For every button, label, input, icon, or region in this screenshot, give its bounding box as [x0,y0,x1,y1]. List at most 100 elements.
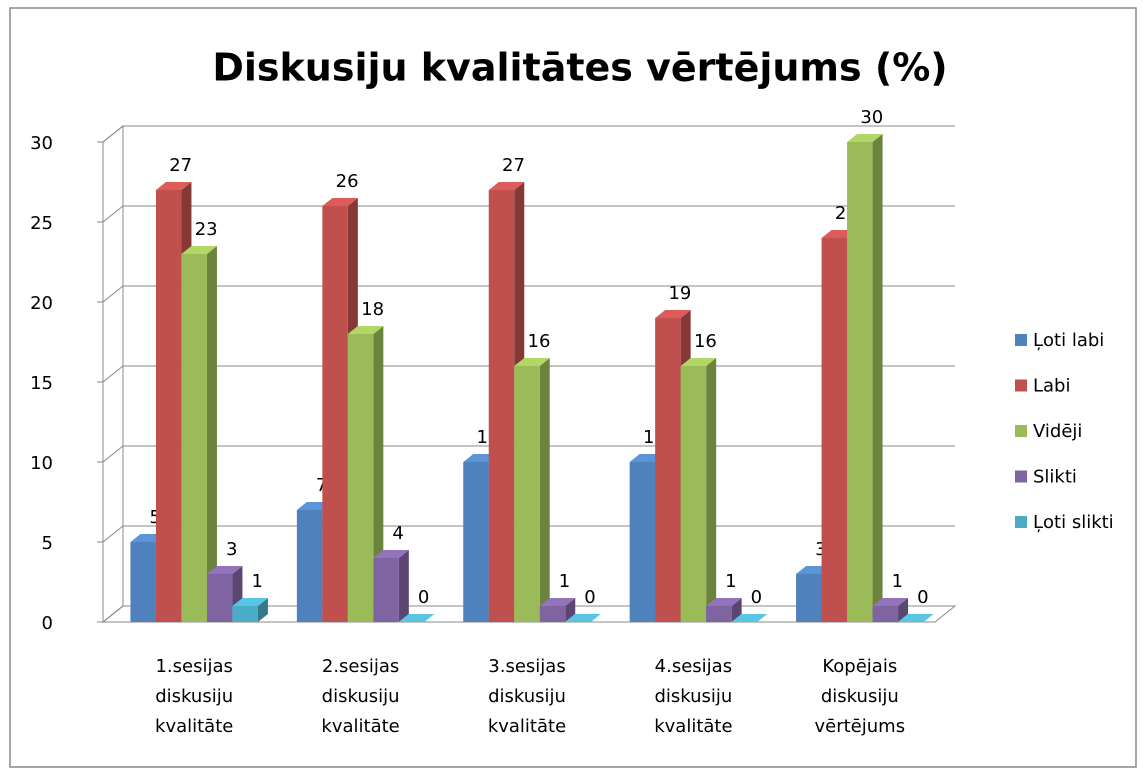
bar [373,550,409,622]
y-tick-label: 20 [30,293,53,314]
bar-top [181,246,217,254]
bar-front [629,462,656,622]
value-label: 4 [392,523,403,544]
bar-front [706,606,732,622]
bar-front [347,334,374,622]
x-tick-label: 1.sesijas diskusiju kvalitāte [155,656,234,737]
bar-side [706,358,717,622]
legend-label: Ļoti slikti [1033,512,1114,533]
bar-side [206,246,217,622]
grid-line [102,365,124,383]
bar-side [539,358,550,622]
bar-front [206,574,233,622]
bar-front [130,542,156,622]
bar-front [514,366,540,622]
grid-line [102,205,124,223]
value-label: 3 [226,539,237,560]
bar-top [373,550,409,558]
bar-front [847,142,873,622]
x-tick-label: 2.sesijas diskusiju kvalitāte [321,656,400,737]
bar-top [347,326,384,334]
value-label: 1 [725,571,736,592]
bar [872,598,909,622]
x-tick-label: Kopējais diskusiju vērtējums [814,656,906,737]
bar [731,614,768,622]
bar [232,598,268,622]
legend-label: Slikti [1033,467,1077,488]
value-label: 16 [528,331,551,352]
legend-swatch [1015,334,1027,346]
value-label: 23 [195,219,218,240]
value-label: 27 [169,155,192,176]
value-label: 16 [694,331,717,352]
value-label: 30 [860,107,883,128]
bar-top [706,598,742,606]
y-tick-label: 0 [42,613,53,634]
bar-front [373,558,399,622]
bar-front [296,510,323,622]
bar-top [680,358,717,366]
bar-front [155,190,182,622]
value-label: 0 [917,587,928,608]
value-label: 26 [336,171,359,192]
value-label: 0 [584,587,595,608]
bar-top [847,134,883,142]
x-tick-label: 4.sesijas diskusiju kvalitāte [654,656,733,737]
bar-front [655,318,681,622]
bar [181,246,217,622]
bar-side [872,134,883,622]
legend-label: Labi [1033,376,1071,397]
grid-line [102,445,124,463]
bar-front [181,254,207,622]
bar [847,134,883,622]
bar-top [731,614,768,622]
y-tick-label: 10 [30,453,53,474]
legend-swatch [1015,470,1027,483]
value-label: 19 [668,283,691,304]
bar-top [514,358,550,366]
bar-top [398,614,435,622]
y-tick-label: 30 [30,133,53,154]
x-tick-label: 3.sesijas diskusiju kvalitāte [487,656,567,737]
value-label: 0 [751,587,762,608]
bar-front [872,606,899,622]
bar-top [872,598,909,606]
bar-top [322,198,358,206]
bar-top [206,566,243,574]
legend-label: Ļoti labi [1033,330,1104,351]
bar [680,358,717,622]
legend-swatch [1015,379,1027,392]
bar-front [322,206,348,622]
bar [347,326,384,622]
grid-line [102,525,124,543]
grid-line [102,605,124,623]
bar-side [398,550,409,622]
bar-top [898,614,934,622]
value-label: 7 [316,475,327,496]
value-label: 1 [892,571,903,592]
bar [898,614,934,622]
bar-front [796,574,822,622]
bar-front [539,606,566,622]
bar [514,358,550,622]
value-label: 5 [149,507,160,528]
legend-swatch [1015,425,1027,437]
bar-top [155,182,192,190]
bar-top [655,310,691,318]
y-tick-label: 15 [30,373,53,394]
grid-line [102,285,124,303]
value-label: 27 [502,155,525,176]
bar-front [821,238,848,622]
bar-top [539,598,576,606]
bar-top [565,614,601,622]
bar [565,614,601,622]
legend-swatch [1015,516,1027,528]
bar-side [373,326,384,622]
grid-line [102,125,124,143]
value-label: 18 [361,299,384,320]
value-label: 0 [418,587,429,608]
bar-top [488,182,525,190]
y-tick-label: 25 [30,213,53,234]
